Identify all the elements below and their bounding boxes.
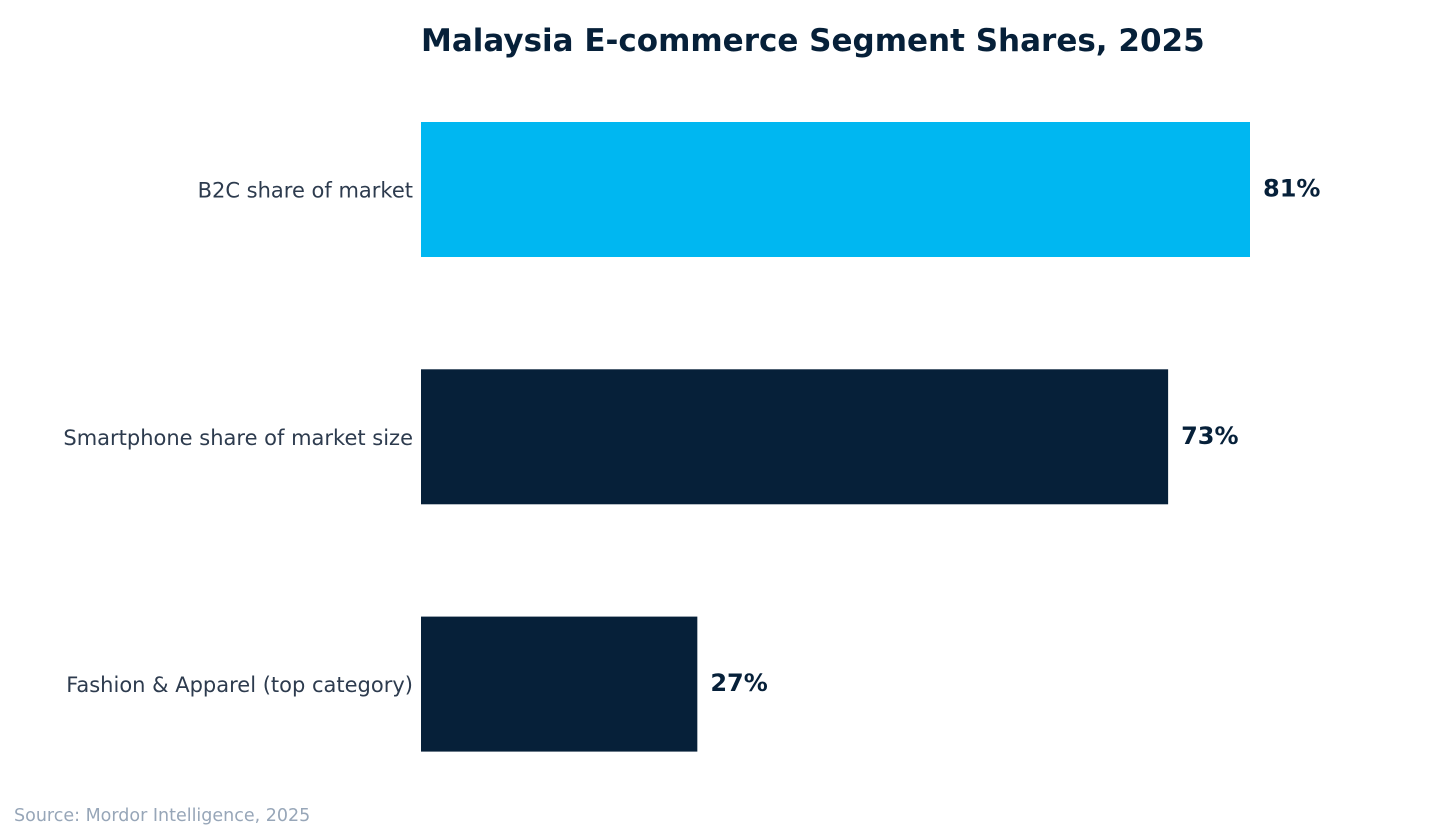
value-label-2: 27% [710, 669, 767, 697]
category-label-1: Smartphone share of market size [63, 426, 413, 450]
bar-2 [421, 616, 698, 752]
value-label-1: 73% [1181, 422, 1238, 450]
bar-0 [421, 122, 1250, 257]
bars-layer: B2C share of market 81% Smartphone share o… [63, 122, 1320, 752]
bar-1 [421, 369, 1169, 505]
source-note: Source: Mordor Intelligence, 2025 [14, 806, 311, 826]
value-label-0: 81% [1263, 175, 1320, 203]
category-label-0: B2C share of market [198, 179, 413, 203]
chart-title: Malaysia E-commerce Segment Shares, 2025 [421, 23, 1205, 59]
category-label-2: Fashion & Apparel (top category) [66, 673, 413, 697]
